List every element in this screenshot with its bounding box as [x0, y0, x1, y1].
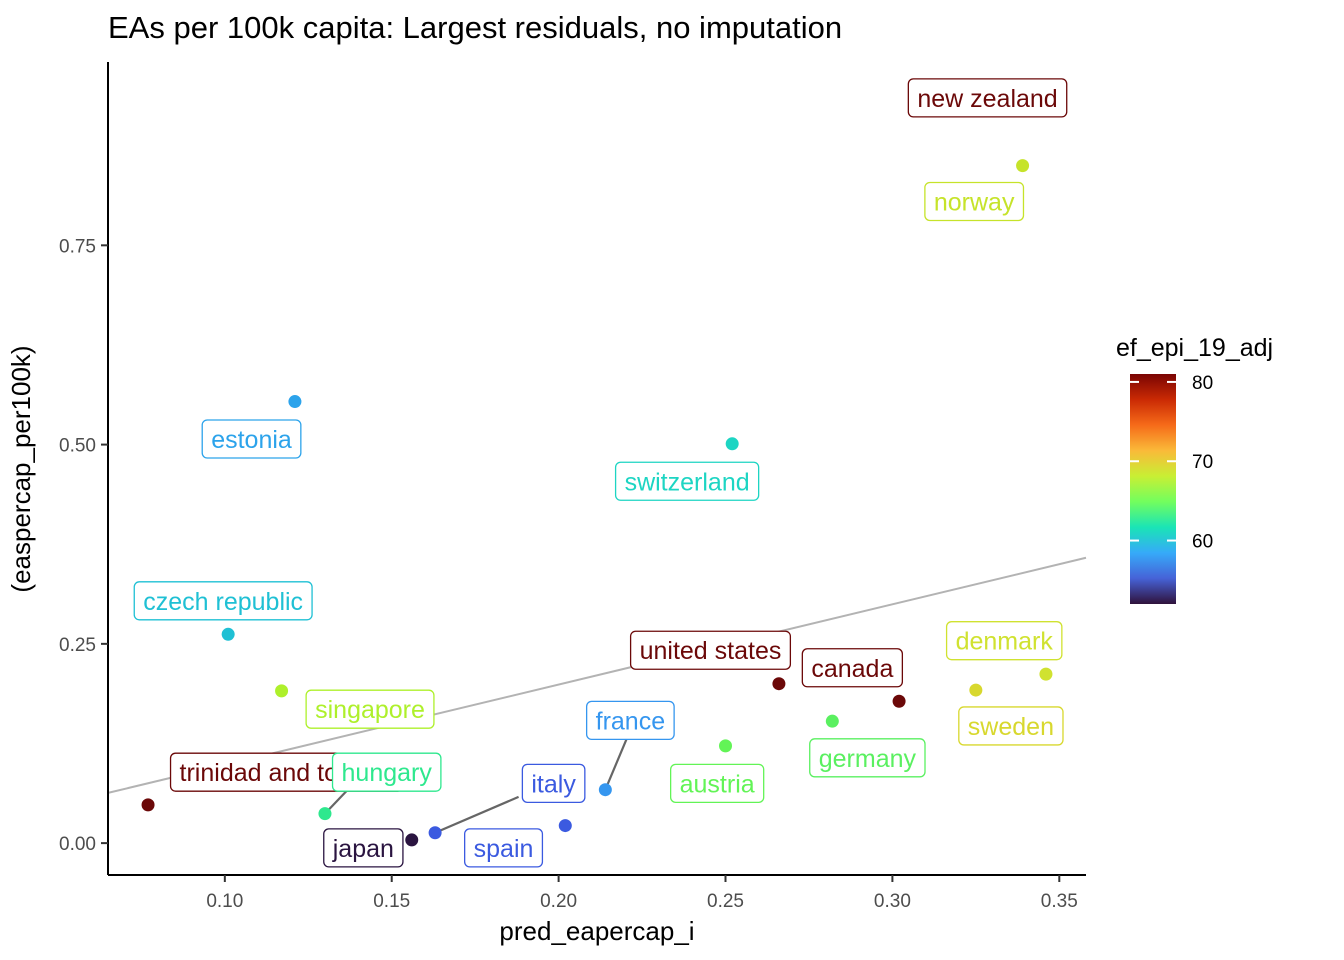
chart-title: EAs per 100k capita: Largest residuals, …	[108, 10, 842, 45]
label-text: canada	[811, 655, 893, 683]
colorbar	[1130, 374, 1176, 604]
label-text: italy	[531, 770, 576, 798]
point-denmark	[1039, 667, 1053, 681]
point-czech-republic	[221, 627, 235, 641]
label-box	[305, 689, 435, 729]
label-text: norway	[934, 188, 1015, 216]
data-points	[141, 159, 1053, 847]
y-axis-ticks: 0.00 0.25 0.50 0.75	[59, 236, 108, 855]
label-text: new zealand	[917, 85, 1057, 113]
label-box	[629, 630, 792, 670]
x-tick-label: 0.25	[707, 891, 744, 912]
label-france: france	[585, 700, 675, 741]
connector-france	[604, 737, 629, 791]
label-sweden: sweden	[958, 706, 1064, 746]
x-tick-label: 0.35	[1041, 891, 1078, 912]
point-france	[598, 783, 612, 797]
label-germany: germany	[809, 738, 926, 778]
y-tick-label: 0.25	[59, 635, 96, 656]
label-singapore: singapore	[305, 689, 435, 729]
label-text: sweden	[968, 713, 1054, 741]
label-canada: canada	[801, 648, 904, 688]
label-text: france	[596, 707, 665, 735]
x-tick-label: 0.15	[373, 891, 410, 912]
point-trinidad-and-tobago	[141, 798, 155, 812]
label-new-zealand: new zealand	[907, 78, 1068, 118]
label-spain: spain	[464, 828, 544, 868]
point-spain	[558, 819, 572, 833]
label-text: estonia	[211, 426, 292, 454]
x-tick-label: 0.30	[874, 891, 911, 912]
label-box	[585, 700, 675, 741]
point-germany	[825, 714, 839, 728]
y-axis-title: (easpercap_per100k)	[6, 345, 36, 592]
legend-tick-label: 60	[1192, 532, 1213, 553]
label-box	[521, 763, 586, 803]
label-box	[331, 752, 442, 792]
y-tick-label: 0.50	[59, 436, 96, 457]
label-box	[133, 581, 313, 621]
label-text: czech republic	[143, 588, 303, 616]
label-united-states: united states	[629, 630, 792, 670]
label-czech-republic: czech republic	[133, 581, 313, 621]
color-legend: ef_epi_19_adj 60 70 80	[1116, 334, 1273, 604]
label-denmark: denmark	[945, 621, 1063, 661]
label-text: singapore	[315, 696, 425, 724]
point-new-zealand	[1016, 159, 1030, 173]
label-box	[809, 738, 926, 778]
label-text: austria	[680, 770, 755, 798]
label-estonia: estonia	[201, 419, 302, 459]
label-box	[907, 78, 1068, 118]
label-japan: japan	[323, 828, 404, 868]
point-switzerland	[725, 437, 739, 451]
label-switzerland: switzerland	[614, 461, 760, 501]
x-tick-label: 0.10	[206, 891, 243, 912]
label-box	[323, 828, 404, 868]
label-text: japan	[332, 835, 394, 863]
legend-tick-label: 80	[1192, 373, 1213, 394]
label-box	[201, 419, 302, 459]
label-hungary: hungary	[331, 752, 442, 792]
connector-italy	[434, 795, 519, 834]
point-singapore	[275, 684, 289, 698]
label-box	[945, 621, 1063, 661]
label-text: spain	[474, 835, 534, 863]
label-text: united states	[640, 637, 782, 665]
point-sweden	[969, 683, 983, 697]
x-tick-label: 0.20	[540, 891, 577, 912]
point-italy	[428, 826, 442, 840]
label-text: hungary	[342, 759, 433, 787]
point-austria	[719, 739, 733, 753]
point-japan	[405, 833, 419, 847]
label-text: switzerland	[625, 468, 750, 496]
point-estonia	[288, 395, 302, 409]
point-canada	[892, 694, 906, 708]
legend-title: ef_epi_19_adj	[1116, 334, 1273, 362]
plot-area: new zealand norway estonia switzerland czech…	[107, 78, 1087, 868]
y-tick-label: 0.00	[59, 834, 96, 855]
label-box	[924, 181, 1025, 222]
label-italy: italy	[521, 763, 586, 803]
label-austria: austria	[669, 763, 765, 803]
label-text: germany	[819, 745, 917, 773]
x-axis-ticks: 0.10 0.15 0.20 0.25 0.30 0.35	[206, 875, 1078, 912]
x-axis-title: pred_eapercap_i	[499, 916, 694, 946]
data-labels: new zealand norway estonia switzerland czech…	[133, 78, 1068, 868]
label-box	[614, 461, 760, 501]
label-box	[669, 763, 765, 803]
label-text: denmark	[956, 628, 1054, 656]
label-norway: norway	[924, 181, 1025, 222]
label-box	[801, 648, 904, 688]
legend-ticks: 60 70 80	[1130, 373, 1213, 553]
point-united-states	[772, 677, 786, 691]
y-tick-label: 0.75	[59, 236, 96, 257]
point-hungary	[318, 807, 332, 821]
label-box	[464, 828, 544, 868]
legend-tick-label: 70	[1192, 452, 1213, 473]
label-box	[958, 706, 1064, 746]
axes: 0.10 0.15 0.20 0.25 0.30 0.35 0.00 0.25 0.50 0.7…	[59, 62, 1086, 912]
